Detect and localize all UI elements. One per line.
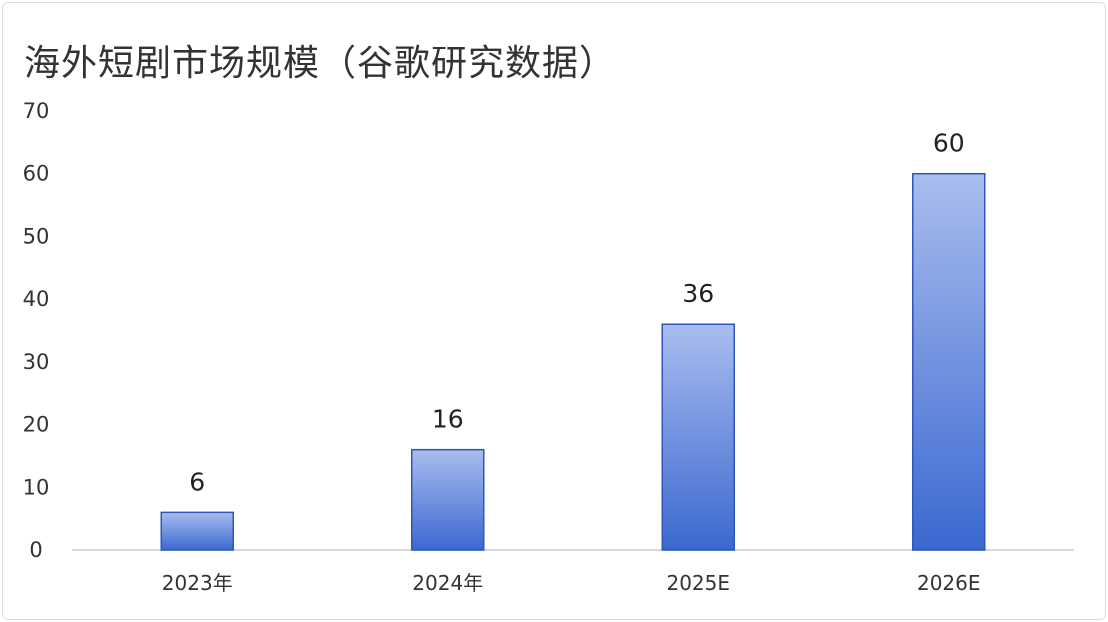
data-label: 6 <box>189 467 205 496</box>
data-label: 36 <box>682 279 714 308</box>
y-tick-label: 30 <box>23 350 50 374</box>
x-tick-label: 2023年 <box>162 571 233 595</box>
y-tick-label: 50 <box>23 224 50 248</box>
bars <box>160 172 986 551</box>
x-axis-categories: 2023年 2024年 2025E 2026E <box>162 571 981 595</box>
data-label: 60 <box>933 129 965 158</box>
y-tick-label: 70 <box>23 99 50 123</box>
y-tick-label: 40 <box>23 287 50 311</box>
x-tick-label: 2024年 <box>412 571 483 595</box>
bar <box>411 448 485 551</box>
bar <box>912 172 986 551</box>
y-tick-label: 10 <box>23 475 50 499</box>
y-axis-ticks: 0 10 20 30 40 50 60 70 <box>23 99 50 562</box>
x-tick-label: 2025E <box>666 571 730 595</box>
bar <box>160 511 234 551</box>
y-tick-label: 60 <box>23 162 50 186</box>
bar <box>661 323 735 551</box>
y-tick-label: 0 <box>29 538 42 562</box>
data-labels: 6 16 36 60 <box>189 129 964 497</box>
y-tick-label: 20 <box>23 413 50 437</box>
data-label: 16 <box>432 405 464 434</box>
x-tick-label: 2026E <box>917 571 981 595</box>
chart-title: 海外短剧市场规模（谷歌研究数据） <box>24 43 617 84</box>
